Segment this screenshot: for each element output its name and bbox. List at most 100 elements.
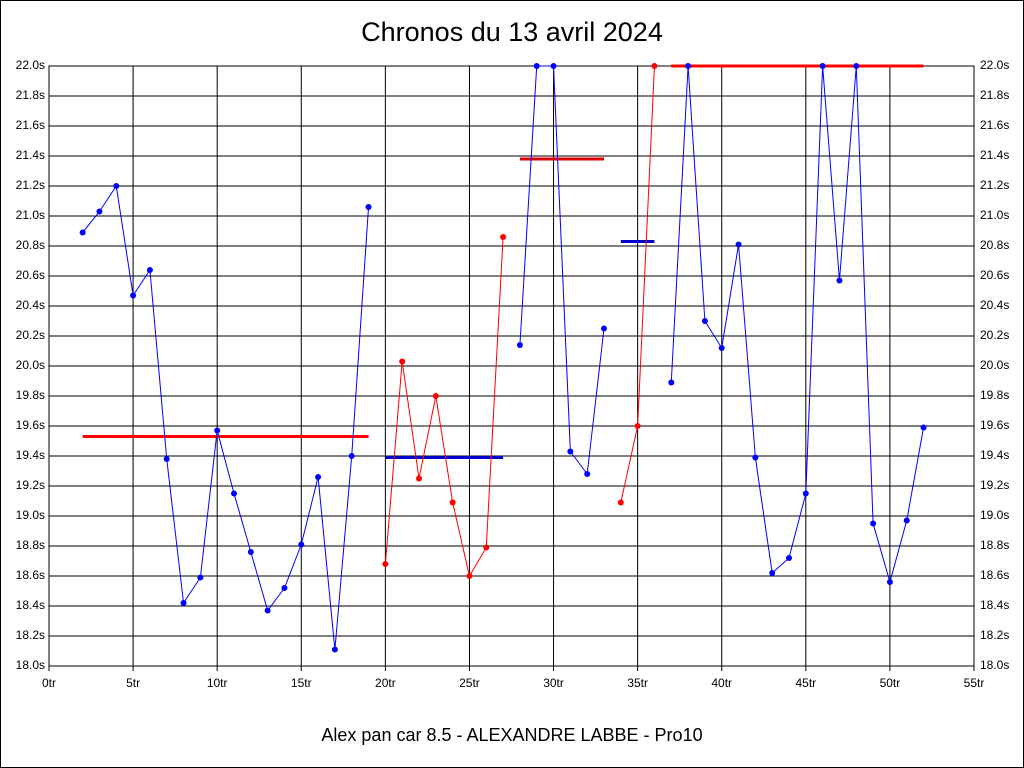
point — [365, 204, 372, 210]
y2-tick-label: 21.8s — [980, 88, 1009, 102]
x-tick-label: 40tr — [711, 676, 732, 690]
y2-tick-label: 18.4s — [980, 598, 1009, 612]
point — [920, 424, 927, 431]
point — [130, 292, 137, 299]
x-tick-label: 10tr — [207, 676, 228, 690]
point — [113, 183, 120, 189]
point — [870, 520, 877, 527]
x-tick-label: 35tr — [627, 676, 648, 690]
point — [264, 607, 271, 614]
point — [79, 229, 86, 236]
y-tick-label: 18.2s — [16, 628, 45, 642]
point — [500, 234, 507, 240]
series-line — [670, 65, 925, 584]
y2-tick-label: 18.0s — [980, 658, 1009, 672]
point — [567, 448, 574, 455]
point — [617, 499, 624, 506]
y2-tick-label: 20.6s — [980, 268, 1009, 282]
series-line — [519, 65, 605, 476]
point — [214, 427, 221, 434]
y2-tick-label: 20.8s — [980, 238, 1009, 252]
point — [348, 453, 355, 459]
point — [853, 63, 860, 69]
point — [550, 63, 557, 69]
point — [651, 63, 658, 69]
point — [786, 555, 792, 561]
point — [231, 490, 237, 497]
plot-border — [48, 65, 975, 667]
y-tick-label: 19.4s — [16, 448, 45, 462]
y-tick-label: 18.4s — [16, 598, 45, 612]
chart-title: Chronos du 13 avril 2024 — [361, 17, 663, 47]
point — [197, 574, 204, 581]
x-tick-label: 5tr — [126, 676, 140, 690]
point — [382, 561, 389, 567]
y2-tick-label: 20.2s — [980, 328, 1009, 342]
point — [163, 456, 170, 462]
y2-tick-label: 18.2s — [980, 628, 1009, 642]
y2-tick-label: 20.0s — [980, 358, 1009, 372]
point — [802, 490, 809, 497]
point — [819, 63, 826, 69]
point — [146, 267, 153, 273]
point — [399, 358, 406, 365]
point — [180, 600, 187, 606]
point — [416, 475, 422, 482]
point — [315, 474, 322, 480]
y-tick-label: 22.0s — [16, 58, 45, 72]
point — [281, 585, 288, 591]
y2-tick-label: 21.6s — [980, 118, 1009, 132]
point — [735, 241, 742, 248]
y-tick-label: 21.6s — [16, 118, 45, 132]
point — [718, 345, 725, 351]
point — [483, 544, 490, 551]
y2-tick-label: 19.2s — [980, 478, 1009, 492]
point — [601, 325, 607, 332]
y-tick-label: 21.8s — [16, 88, 45, 102]
y-tick-label: 19.6s — [16, 418, 45, 432]
y2-tick-label: 22.0s — [980, 58, 1009, 72]
point — [533, 63, 540, 69]
y2-tick-label: 19.6s — [980, 418, 1009, 432]
point — [466, 573, 473, 579]
point — [668, 379, 675, 386]
y-tick-label: 21.4s — [16, 148, 45, 162]
point — [769, 570, 776, 576]
point — [247, 549, 254, 555]
point — [298, 541, 305, 548]
y2-tick-label: 19.4s — [980, 448, 1009, 462]
series-line — [82, 184, 370, 650]
point — [516, 342, 523, 348]
y-tick-label: 20.4s — [16, 298, 45, 312]
point — [96, 208, 103, 215]
x-tick-label: 45tr — [795, 676, 816, 690]
point — [634, 423, 641, 429]
point — [432, 393, 439, 399]
y2-tick-label: 19.8s — [980, 388, 1009, 402]
y-tick-label: 21.2s — [16, 178, 45, 192]
x-tick-label: 30tr — [543, 676, 564, 690]
point — [701, 318, 708, 324]
x-axis-label: Alex pan car 8.5 - ALEXANDRE LABBE - Pro… — [321, 725, 702, 745]
y-tick-label: 20.8s — [16, 238, 45, 252]
x-tick-label: 50tr — [880, 676, 901, 690]
y-tick-label: 21.0s — [16, 208, 45, 222]
y-tick-label: 18.6s — [16, 568, 45, 582]
point — [584, 471, 591, 477]
point — [449, 499, 456, 506]
y-tick-label: 18.0s — [16, 658, 45, 672]
x-tick-label: 15tr — [291, 676, 312, 690]
point — [836, 277, 843, 284]
point — [685, 63, 692, 69]
y2-tick-label: 18.8s — [980, 538, 1009, 552]
point — [752, 454, 759, 461]
y2-tick-label: 21.4s — [980, 148, 1009, 162]
y-tick-label: 19.8s — [16, 388, 45, 402]
x-tick-label: 55tr — [964, 676, 985, 690]
x-tick-label: 20tr — [375, 676, 396, 690]
y2-tick-label: 21.0s — [980, 208, 1009, 222]
y-tick-label: 19.0s — [16, 508, 45, 522]
